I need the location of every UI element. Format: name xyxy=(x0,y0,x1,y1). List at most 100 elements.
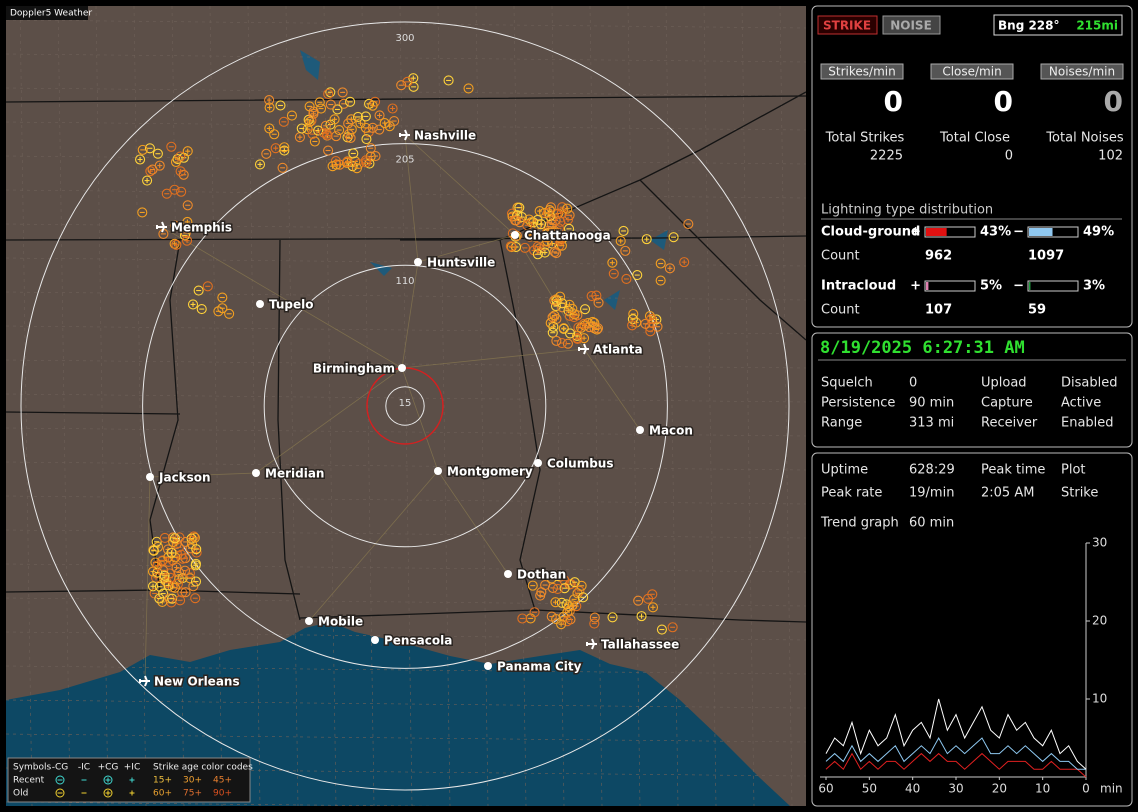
y-tick-label: 30 xyxy=(1092,536,1107,550)
airport-icon xyxy=(578,343,589,355)
strike-symbol xyxy=(655,258,666,269)
total-value: 0 xyxy=(1005,149,1013,164)
legend-sign xyxy=(129,777,135,783)
strike-symbol xyxy=(187,299,199,310)
setting-text: 313 mi xyxy=(909,416,954,431)
setting-text: 0 xyxy=(909,376,917,391)
strike-button-label[interactable]: STRIKE xyxy=(823,19,871,33)
strike-symbol xyxy=(173,542,185,553)
strike-symbol xyxy=(175,595,186,606)
strike-sign xyxy=(618,238,624,244)
city-dot xyxy=(434,467,442,475)
range-ring-label: 300 xyxy=(395,33,414,44)
city-dot xyxy=(511,231,519,239)
strike-sign xyxy=(650,604,656,610)
bearing-box xyxy=(993,14,1123,36)
city-label: Atlanta xyxy=(593,343,643,357)
noise-button[interactable] xyxy=(882,15,941,35)
strike-symbol xyxy=(374,110,385,121)
strike-sign xyxy=(307,119,313,125)
strike-symbol xyxy=(323,145,334,156)
stat-text: 2:05 AM xyxy=(981,486,1034,501)
strike-symbol xyxy=(178,169,189,180)
strike-symbol xyxy=(547,327,558,338)
x-unit: min xyxy=(1100,782,1123,796)
strike-symbol xyxy=(565,328,576,339)
strike-symbol xyxy=(563,223,575,234)
strike-sign xyxy=(566,603,572,609)
strike-symbol xyxy=(615,235,626,247)
strike-sign xyxy=(150,583,156,589)
strike-symbol xyxy=(169,533,181,544)
percent-bar xyxy=(926,282,929,290)
strike-symbol xyxy=(345,96,356,107)
strike-symbol xyxy=(296,123,307,134)
strike-symbol xyxy=(512,210,523,221)
strike-symbol xyxy=(182,200,193,211)
strike-symbol xyxy=(175,166,186,177)
legend-sign xyxy=(105,777,111,783)
distribution-title: Lightning type distribution xyxy=(821,203,993,218)
city-label: Panama City xyxy=(497,660,582,674)
strike-symbol xyxy=(591,290,602,301)
strike-symbol xyxy=(275,100,286,111)
strike-sign xyxy=(174,565,180,571)
strike-symbol xyxy=(555,291,566,302)
strike-symbol xyxy=(325,87,336,98)
strike-sign xyxy=(644,236,650,242)
strike-symbol xyxy=(572,332,583,344)
strike-symbol xyxy=(563,601,574,612)
rate-value: 0 xyxy=(1104,85,1123,118)
strike-symbol xyxy=(180,587,191,598)
strike-symbol xyxy=(589,612,600,623)
polarity-sign: + xyxy=(910,225,921,240)
strike-symbol xyxy=(510,215,521,226)
strike-symbol xyxy=(668,232,679,243)
range-ring xyxy=(20,21,790,791)
strike-sign xyxy=(538,221,544,227)
city-label: Nashville xyxy=(414,129,476,143)
strike-symbol xyxy=(189,532,200,543)
strike-symbol xyxy=(516,212,527,223)
county-lines xyxy=(6,6,806,806)
strike-symbol xyxy=(627,320,638,331)
strike-symbol xyxy=(655,275,666,286)
strike-sign xyxy=(185,148,191,154)
polarity-sign: − xyxy=(1013,225,1024,240)
strike-symbol xyxy=(191,547,202,558)
city-dot xyxy=(305,617,313,625)
percent-label: 5% xyxy=(980,279,1002,294)
strike-sign xyxy=(561,326,567,332)
legend-age: 75+ xyxy=(183,789,202,799)
stat-text: Plot xyxy=(1061,463,1086,478)
strike-sign xyxy=(184,238,190,244)
strike-symbol xyxy=(182,146,193,157)
strike-symbol xyxy=(334,124,345,136)
strike-symbol xyxy=(182,216,193,228)
strike-symbol xyxy=(607,257,618,268)
strike-sign xyxy=(153,575,159,581)
strike-symbol xyxy=(644,310,655,322)
city-label: Columbus xyxy=(547,457,614,471)
noise-button-label[interactable]: NOISE xyxy=(890,19,932,33)
strike-sign xyxy=(545,230,551,236)
strike-symbol xyxy=(389,115,400,127)
strike-symbol xyxy=(547,312,558,323)
strike-sign xyxy=(170,539,176,545)
strike-symbol xyxy=(151,536,162,547)
bearing: Bng 228° xyxy=(998,19,1060,33)
strike-symbol xyxy=(342,156,353,167)
strike-symbol xyxy=(523,229,535,241)
strike-symbol xyxy=(269,129,280,140)
strike-button[interactable] xyxy=(817,15,878,35)
strike-symbol xyxy=(402,76,413,87)
strike-sign xyxy=(557,237,563,243)
strike-sign xyxy=(629,322,635,328)
strike-symbol xyxy=(641,234,652,245)
strike-sign xyxy=(137,157,143,162)
panel-box xyxy=(811,332,1133,448)
count-label: Count xyxy=(821,249,860,264)
percent-label: 49% xyxy=(1083,225,1114,240)
strike-sign xyxy=(297,134,303,140)
strike-symbol xyxy=(542,228,553,239)
